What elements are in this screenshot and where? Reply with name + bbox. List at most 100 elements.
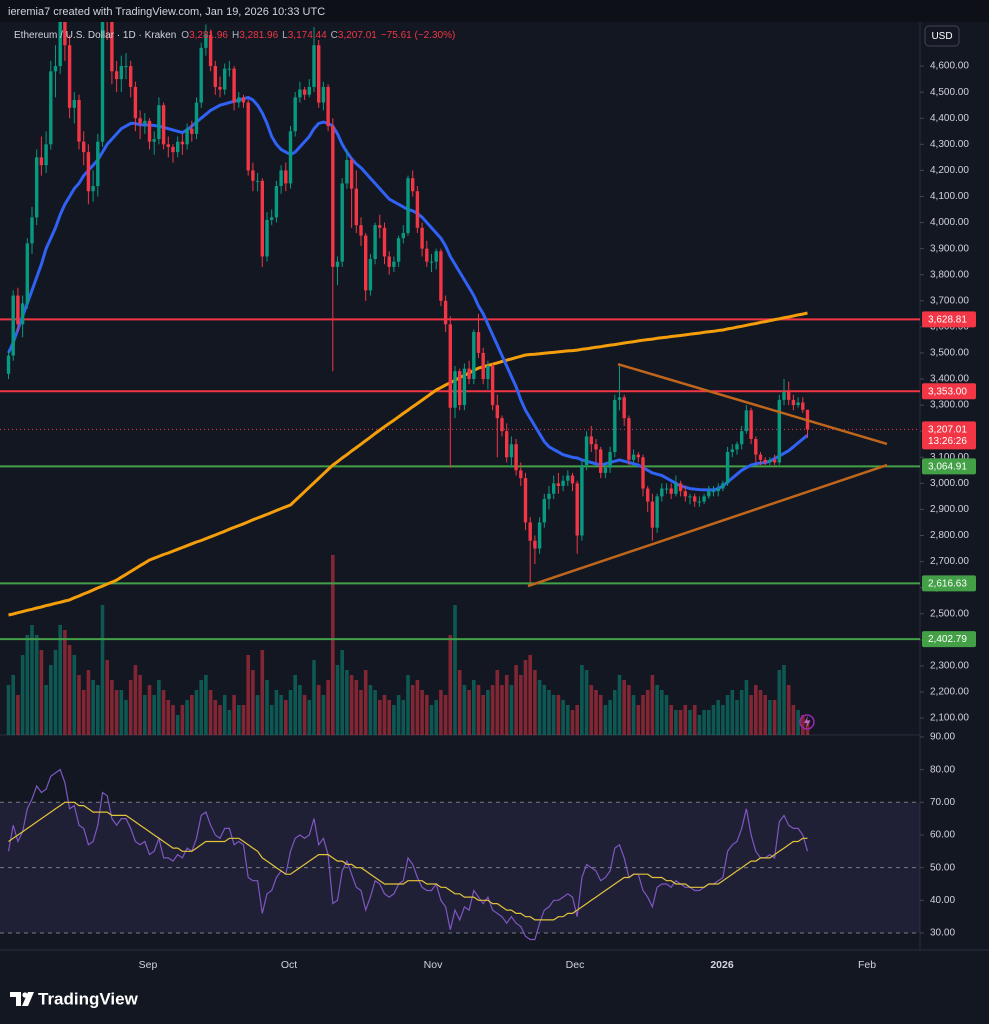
candle-body xyxy=(321,86,326,103)
alert-bolt[interactable] xyxy=(804,716,811,728)
candle-body xyxy=(114,71,119,80)
y-tick-label: 3,800.00 xyxy=(930,269,969,280)
volume-bar xyxy=(288,690,293,735)
volume-bar xyxy=(232,695,236,735)
legend-key: H xyxy=(232,30,239,41)
alert-circle[interactable] xyxy=(799,714,815,730)
y-tick-label: 70.00 xyxy=(930,797,955,808)
candle-body xyxy=(448,324,452,408)
candle-body xyxy=(735,444,739,450)
level-tag-label: 3,064.91 xyxy=(928,462,967,473)
volume-bar xyxy=(387,700,391,735)
candle-body xyxy=(96,141,100,187)
volume-bar xyxy=(331,555,335,735)
candle-body xyxy=(528,522,532,541)
candle-body xyxy=(345,159,349,184)
volume-bar xyxy=(523,660,528,735)
level-tag-label: 2,616.63 xyxy=(928,578,967,589)
candle-body xyxy=(340,183,344,262)
price-pane xyxy=(0,22,920,735)
candle-body xyxy=(730,449,734,453)
candle-body xyxy=(251,170,255,181)
volume-bar xyxy=(688,710,692,735)
candle-body xyxy=(190,128,194,134)
candle-body xyxy=(91,186,95,192)
volume-bar xyxy=(533,670,537,735)
level-tag xyxy=(922,383,976,400)
volume-bar xyxy=(613,690,617,735)
candle-body xyxy=(434,251,438,262)
volume-bar xyxy=(500,685,504,735)
candle-body xyxy=(613,399,617,453)
legend-value: 3,207.01 xyxy=(338,30,377,41)
currency-label[interactable]: USD xyxy=(931,31,952,42)
trendline xyxy=(617,362,888,446)
candle-body xyxy=(542,498,546,523)
volume-bar xyxy=(147,685,152,735)
candle-body xyxy=(279,170,283,187)
volume-bar xyxy=(246,655,250,735)
volume-bar xyxy=(566,705,570,735)
volume-bar xyxy=(439,690,443,735)
candle-body xyxy=(796,402,800,406)
candle-body xyxy=(16,295,20,325)
volume-bar xyxy=(161,690,166,735)
volume-bar xyxy=(255,695,260,735)
candle-body xyxy=(72,99,76,108)
brand-logo xyxy=(10,992,34,1006)
y-tick-label: 4,300.00 xyxy=(930,139,969,150)
volume-bar xyxy=(279,695,283,735)
candle-body xyxy=(176,141,180,153)
y-tick-label: 3,500.00 xyxy=(930,348,969,359)
candle-body xyxy=(631,454,636,460)
volume-bar xyxy=(91,680,95,735)
volume-bar xyxy=(627,685,631,735)
y-tick-label: 4,500.00 xyxy=(930,87,969,98)
candle-body xyxy=(194,102,199,134)
y-tick-label: 3,700.00 xyxy=(930,295,969,306)
volume-bar xyxy=(429,705,434,735)
logo-part xyxy=(22,992,34,1006)
level-tag xyxy=(922,575,976,592)
candle-body xyxy=(213,66,217,87)
volume-bar xyxy=(754,685,758,735)
volume-bar xyxy=(641,695,645,735)
candle-body xyxy=(716,488,720,492)
volume-bar xyxy=(124,700,128,735)
volume-bar xyxy=(284,700,288,735)
volume-bar xyxy=(20,655,25,735)
volume-bar xyxy=(63,630,67,735)
currency-button[interactable] xyxy=(924,25,960,47)
candle-body xyxy=(547,493,551,499)
candle-body xyxy=(749,410,753,440)
volume-bar xyxy=(504,675,509,735)
volume-bar xyxy=(157,680,161,735)
candle-body xyxy=(246,102,250,171)
volume-bar xyxy=(86,670,91,735)
candle-body xyxy=(307,86,311,95)
candle-body xyxy=(744,410,749,432)
volume-alert-icon[interactable] xyxy=(799,714,815,730)
candle-body xyxy=(772,459,777,463)
candle-body xyxy=(411,178,415,192)
volume-bar xyxy=(772,700,777,735)
volume-bar xyxy=(622,680,626,735)
volume-bar xyxy=(72,655,77,735)
volume-bar xyxy=(420,690,424,735)
candle-body xyxy=(514,444,518,471)
candle-body xyxy=(392,261,396,267)
candle-body xyxy=(476,332,481,353)
volume-bar xyxy=(180,705,185,735)
volume-bar xyxy=(749,695,753,735)
volume-bar xyxy=(782,665,786,735)
volume-bar xyxy=(171,705,175,735)
candle-body xyxy=(777,399,781,463)
volume-bar xyxy=(190,695,194,735)
volume-bar xyxy=(265,680,269,735)
volume-bar xyxy=(100,605,105,735)
volume-bar xyxy=(67,645,72,735)
last-price-label: 3,207.01 xyxy=(928,424,967,435)
y-tick-label: 60.00 xyxy=(930,830,955,841)
level-tag-label: 3,628.81 xyxy=(928,314,967,325)
